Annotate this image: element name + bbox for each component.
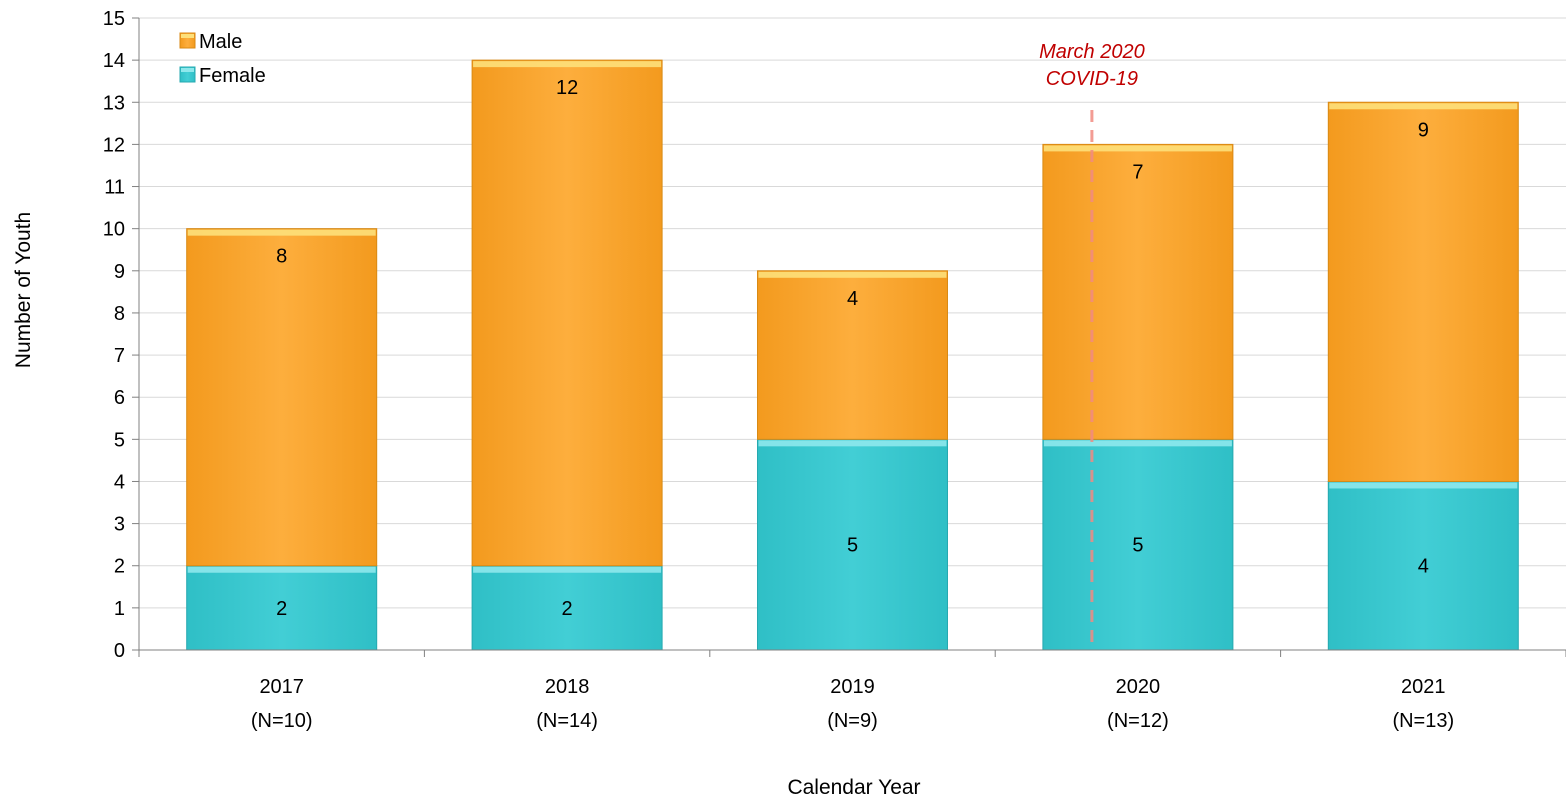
bar-male-2017 bbox=[186, 228, 378, 567]
data-label-female-2018: 2 bbox=[562, 598, 573, 620]
x-tick-label: 2017 bbox=[259, 676, 304, 698]
y-axis-title: Number of Youth bbox=[12, 212, 35, 368]
bar-highlight bbox=[187, 566, 376, 573]
x-tick-sublabel: (N=9) bbox=[827, 710, 878, 732]
x-axis-title: Calendar Year bbox=[787, 776, 920, 799]
bar-highlight bbox=[758, 440, 947, 447]
y-tick-label: 1 bbox=[114, 598, 125, 620]
bars bbox=[186, 59, 1519, 651]
data-label-male-2018: 12 bbox=[556, 77, 578, 99]
legend-swatch-highlight bbox=[181, 68, 194, 72]
covid-annotation: March 2020 COVID-19 bbox=[1039, 41, 1145, 650]
legend-label-female: Female bbox=[199, 65, 266, 87]
x-tick-sublabel: (N=14) bbox=[536, 710, 598, 732]
data-label-male-2019: 4 bbox=[847, 288, 858, 310]
y-tick-label: 12 bbox=[103, 134, 125, 156]
bar-male-2019 bbox=[757, 270, 948, 440]
y-tick-label: 9 bbox=[114, 261, 125, 283]
bar-highlight bbox=[473, 61, 662, 68]
bar-highlight bbox=[758, 271, 947, 278]
data-label-female-2020: 5 bbox=[1132, 535, 1143, 557]
x-tick-sublabel: (N=12) bbox=[1107, 710, 1169, 732]
y-tick-label: 6 bbox=[114, 387, 125, 409]
legend-swatch-highlight bbox=[181, 34, 194, 38]
bar-female-2018 bbox=[471, 565, 663, 651]
bar-female-2017 bbox=[186, 565, 378, 651]
legend-label-male: Male bbox=[199, 31, 242, 53]
y-tick-label: 4 bbox=[114, 471, 125, 493]
bar-highlight bbox=[473, 566, 662, 573]
y-tick-label: 7 bbox=[114, 345, 125, 367]
y-tick-label: 2 bbox=[114, 556, 125, 578]
data-label-female-2019: 5 bbox=[847, 535, 858, 557]
covid-annotation-text: March 2020 bbox=[1039, 41, 1145, 63]
axes: 01234567891011121314152017(N=10)2018(N=1… bbox=[103, 8, 1566, 732]
bar-highlight bbox=[1043, 440, 1232, 447]
y-tick-label: 8 bbox=[114, 303, 125, 325]
y-tick-label: 0 bbox=[114, 640, 125, 662]
bar-highlight bbox=[1329, 482, 1518, 489]
y-tick-label: 13 bbox=[103, 92, 125, 114]
bar-highlight bbox=[187, 229, 376, 236]
bar-male-2021 bbox=[1327, 101, 1519, 482]
bar-highlight bbox=[1043, 145, 1232, 152]
x-tick-label: 2018 bbox=[545, 676, 590, 698]
y-tick-label: 10 bbox=[103, 219, 125, 241]
y-tick-label: 11 bbox=[104, 177, 125, 199]
covid-annotation-text: COVID-19 bbox=[1046, 68, 1138, 90]
data-label-male-2017: 8 bbox=[276, 246, 287, 268]
bar-female-2021 bbox=[1327, 480, 1519, 651]
legend: Male Female bbox=[179, 31, 266, 87]
data-label-female-2017: 2 bbox=[276, 598, 287, 620]
x-tick-label: 2019 bbox=[830, 676, 875, 698]
y-tick-label: 5 bbox=[114, 429, 125, 451]
data-label-male-2020: 7 bbox=[1132, 161, 1143, 183]
y-tick-label: 14 bbox=[103, 50, 125, 72]
y-tick-label: 15 bbox=[103, 8, 125, 30]
bar-male-2018 bbox=[471, 59, 663, 567]
bar-male-2020 bbox=[1042, 143, 1234, 440]
x-tick-label: 2020 bbox=[1116, 676, 1161, 698]
bar-highlight bbox=[1329, 103, 1518, 110]
x-tick-label: 2021 bbox=[1401, 676, 1446, 698]
data-label-male-2021: 9 bbox=[1418, 119, 1429, 141]
data-labels: 2 8 2 12 5 4 5 7 4 9 bbox=[276, 77, 1429, 620]
x-tick-sublabel: (N=10) bbox=[251, 710, 313, 732]
x-tick-sublabel: (N=13) bbox=[1392, 710, 1454, 732]
data-label-female-2021: 4 bbox=[1418, 556, 1429, 578]
y-tick-label: 3 bbox=[114, 514, 125, 536]
